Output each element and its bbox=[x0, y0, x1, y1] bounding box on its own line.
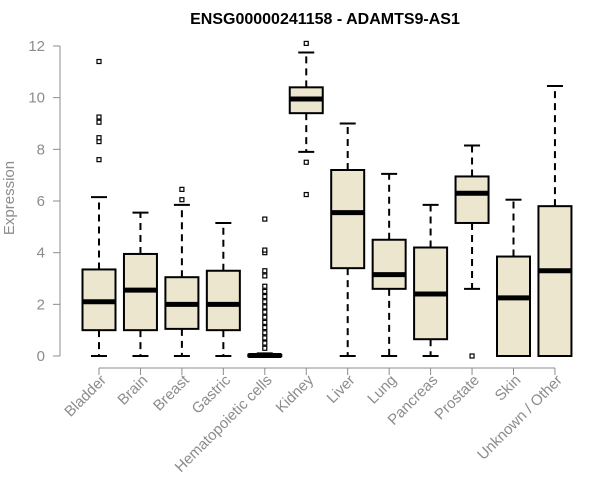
box-liver bbox=[330, 122, 366, 357]
y-axis: 0 2 4 6 8 10 12 bbox=[28, 38, 61, 365]
outlier-point bbox=[262, 335, 268, 341]
outlier-point bbox=[179, 186, 185, 192]
x-tick-label: Liver bbox=[324, 372, 359, 407]
box-lung bbox=[371, 172, 407, 357]
outlier-point bbox=[262, 324, 268, 331]
x-tick-label: Kidney bbox=[273, 371, 318, 416]
box-gastric bbox=[205, 221, 241, 357]
box-iqr bbox=[537, 205, 573, 357]
outlier-point bbox=[262, 304, 268, 310]
outlier-point bbox=[262, 268, 268, 274]
box-unknown-other bbox=[537, 85, 573, 357]
x-tick-label: Breast bbox=[150, 371, 193, 414]
box-breast bbox=[164, 186, 200, 357]
outlier-point bbox=[303, 159, 309, 165]
outlier-point bbox=[262, 340, 268, 346]
outlier-point bbox=[262, 345, 268, 351]
x-tick-label: Bladder bbox=[61, 372, 110, 421]
box-kidney bbox=[288, 40, 324, 198]
outlier-point bbox=[96, 58, 102, 65]
box-bladder bbox=[81, 58, 117, 357]
y-tick-label: 6 bbox=[37, 193, 45, 210]
x-tick-label: Prostate bbox=[431, 372, 483, 424]
boxes bbox=[81, 40, 573, 359]
outlier-point bbox=[96, 157, 102, 163]
y-tick-label: 0 bbox=[37, 348, 45, 365]
outlier-point bbox=[262, 330, 268, 336]
x-tick-label: Lung bbox=[364, 372, 400, 408]
y-tick-label: 8 bbox=[37, 141, 45, 158]
y-tick-label: 12 bbox=[28, 38, 45, 55]
box-iqr bbox=[496, 255, 531, 357]
y-tick-label: 2 bbox=[37, 296, 45, 313]
outlier-point bbox=[262, 216, 268, 222]
outlier-point bbox=[469, 353, 475, 359]
y-axis-label: Expression bbox=[1, 161, 18, 235]
outlier-point bbox=[96, 135, 102, 141]
outlier-point bbox=[96, 119, 102, 125]
outlier-point bbox=[96, 114, 102, 120]
outlier-point bbox=[262, 273, 268, 279]
box-iqr bbox=[371, 238, 407, 290]
box-pancreas bbox=[413, 203, 449, 357]
outlier-point bbox=[262, 293, 268, 300]
outlier-point bbox=[262, 314, 268, 320]
box-brain bbox=[122, 211, 158, 357]
outlier-point bbox=[303, 40, 309, 47]
outlier-point bbox=[262, 319, 268, 326]
outlier-point bbox=[262, 299, 268, 305]
box-prostate bbox=[454, 144, 490, 359]
box-iqr bbox=[205, 269, 241, 332]
box-iqr bbox=[454, 175, 490, 224]
chart-title: ENSG00000241158 - ADAMTS9-AS1 bbox=[190, 11, 460, 28]
outlier-point bbox=[303, 191, 309, 198]
outlier-point bbox=[179, 197, 185, 203]
box-skin bbox=[496, 198, 531, 357]
outlier-point bbox=[262, 288, 268, 295]
x-tick-label: Brain bbox=[114, 372, 151, 409]
y-tick-label: 10 bbox=[28, 90, 45, 107]
x-tick-label: Skin bbox=[492, 372, 525, 405]
box-iqr bbox=[330, 169, 366, 270]
box-hematopoietic-cells bbox=[247, 216, 283, 358]
outlier-point bbox=[262, 283, 268, 289]
outlier-point bbox=[262, 247, 268, 253]
y-tick-label: 4 bbox=[37, 245, 45, 262]
outlier-point bbox=[262, 309, 268, 315]
